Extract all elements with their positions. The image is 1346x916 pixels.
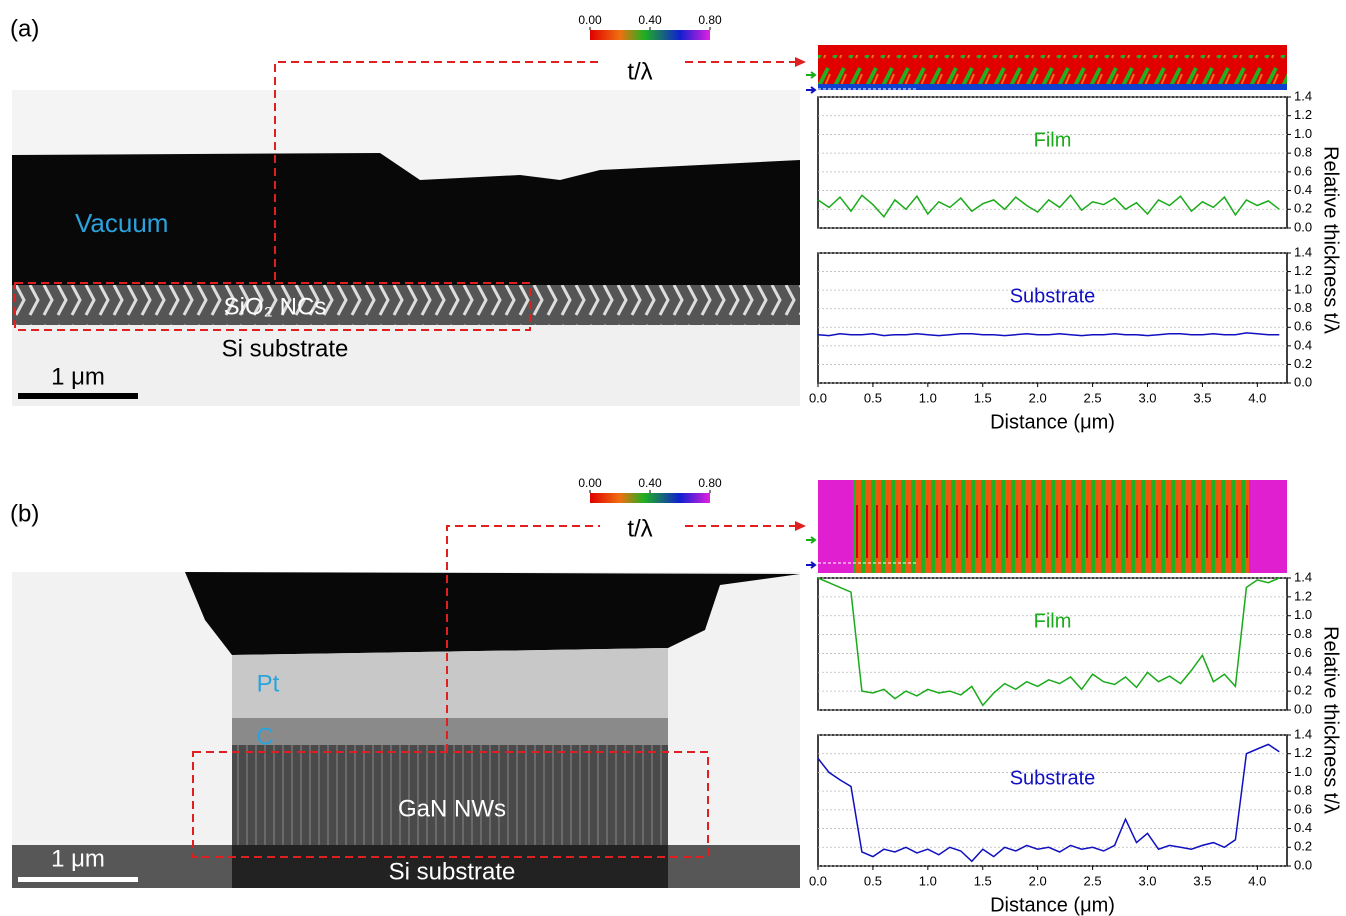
plot-frame xyxy=(817,252,1288,384)
image-label: Vacuum xyxy=(75,208,168,238)
x-tick-label: 1.0 xyxy=(919,873,937,888)
chart-title: Substrate xyxy=(1010,285,1096,307)
x-tick-label: 1.5 xyxy=(974,390,992,405)
x-tick-label: 1.5 xyxy=(974,873,992,888)
y-tick-label: 1.2 xyxy=(1294,745,1312,760)
scale-bar-label: 1 μm xyxy=(51,363,105,390)
panel-label: (b) xyxy=(10,500,39,527)
x-tick-label: 2.0 xyxy=(1029,390,1047,405)
data-line xyxy=(817,194,1280,219)
y-tick-label: 0.6 xyxy=(1294,319,1312,334)
y-tick-label: 0.6 xyxy=(1294,801,1312,816)
image-label: Pt xyxy=(257,670,280,697)
y-tick-label: 1.0 xyxy=(1294,282,1312,297)
y-tick-label: 0.2 xyxy=(1294,201,1312,216)
colorbar xyxy=(590,493,710,503)
chart-title: Film xyxy=(1034,610,1072,632)
y-tick-label: 1.0 xyxy=(1294,607,1312,622)
y-tick-label: 0.8 xyxy=(1294,300,1312,315)
y-tick-label: 1.2 xyxy=(1294,588,1312,603)
colorbar-tick-label: 0.80 xyxy=(698,13,722,27)
y-tick-label: 0.0 xyxy=(1294,219,1312,234)
y-tick-label: 0.8 xyxy=(1294,783,1312,798)
x-tick-label: 0.0 xyxy=(809,873,827,888)
y-tick-label: 0.0 xyxy=(1294,374,1312,389)
y-tick-label: 1.2 xyxy=(1294,107,1312,122)
y-axis-label: Relative thickness t/λ xyxy=(1320,626,1342,814)
x-tick-label: 4.0 xyxy=(1248,390,1266,405)
y-tick-label: 0.8 xyxy=(1294,626,1312,641)
image-label: GaN NWs xyxy=(398,795,506,822)
y-tick-label: 0.4 xyxy=(1294,337,1312,352)
y-tick-label: 0.2 xyxy=(1294,839,1312,854)
chart-title: Substrate xyxy=(1010,767,1096,789)
x-tick-label: 2.5 xyxy=(1084,390,1102,405)
colorbar xyxy=(590,30,710,40)
panel-b-image xyxy=(12,480,1287,888)
y-tick-label: 1.4 xyxy=(1294,726,1312,741)
y-tick-label: 0.0 xyxy=(1294,857,1312,872)
y-tick-label: 1.0 xyxy=(1294,764,1312,779)
x-tick-label: 3.5 xyxy=(1193,873,1211,888)
y-tick-label: 0.6 xyxy=(1294,163,1312,178)
y-tick-label: 0.2 xyxy=(1294,356,1312,371)
x-axis-label: Distance (μm) xyxy=(990,411,1115,433)
plot-frame xyxy=(817,96,1288,229)
y-axis-label: Relative thickness t/λ xyxy=(1320,146,1342,334)
colorbar-tick-label: 0.40 xyxy=(638,476,662,490)
x-axis-label: Distance (μm) xyxy=(990,894,1115,916)
y-tick-label: 1.4 xyxy=(1294,88,1312,103)
colorbar-label: t/λ xyxy=(627,515,652,542)
colorbar-label: t/λ xyxy=(627,58,652,85)
x-tick-label: 4.0 xyxy=(1248,873,1266,888)
data-line xyxy=(817,577,1280,707)
x-tick-label: 3.0 xyxy=(1138,873,1156,888)
data-line xyxy=(817,332,1280,337)
y-tick-label: 0.4 xyxy=(1294,664,1312,679)
y-tick-label: 0.4 xyxy=(1294,820,1312,835)
chart-title: Film xyxy=(1034,129,1072,151)
panel-a-image xyxy=(12,45,1287,406)
colorbar-tick-label: 0.00 xyxy=(578,13,602,27)
y-tick-label: 0.8 xyxy=(1294,145,1312,160)
colorbar-tick-label: 0.00 xyxy=(578,476,602,490)
y-tick-label: 1.2 xyxy=(1294,263,1312,278)
image-label: SiO₂ NCs xyxy=(224,293,327,320)
x-tick-label: 3.5 xyxy=(1193,390,1211,405)
image-label: C xyxy=(256,723,273,750)
colorbar-tick-label: 0.40 xyxy=(638,13,662,27)
x-tick-label: 2.5 xyxy=(1084,873,1102,888)
data-line xyxy=(817,743,1280,863)
y-tick-label: 0.4 xyxy=(1294,182,1312,197)
y-tick-label: 0.0 xyxy=(1294,701,1312,716)
scale-bar-label: 1 μm xyxy=(51,845,105,872)
panel-label: (a) xyxy=(10,15,39,42)
colorbar-tick-label: 0.80 xyxy=(698,476,722,490)
x-tick-label: 0.0 xyxy=(809,390,827,405)
image-label: Si substrate xyxy=(389,858,516,885)
y-tick-label: 0.2 xyxy=(1294,683,1312,698)
x-tick-label: 1.0 xyxy=(919,390,937,405)
y-tick-label: 1.4 xyxy=(1294,569,1312,584)
y-tick-label: 1.4 xyxy=(1294,244,1312,259)
x-tick-label: 3.0 xyxy=(1138,390,1156,405)
x-tick-label: 0.5 xyxy=(864,873,882,888)
x-tick-label: 0.5 xyxy=(864,390,882,405)
y-tick-label: 1.0 xyxy=(1294,126,1312,141)
y-tick-label: 0.6 xyxy=(1294,645,1312,660)
plot-frame xyxy=(817,734,1288,867)
plot-frame xyxy=(817,577,1288,711)
x-tick-label: 2.0 xyxy=(1029,873,1047,888)
image-label: Si substrate xyxy=(222,335,349,362)
